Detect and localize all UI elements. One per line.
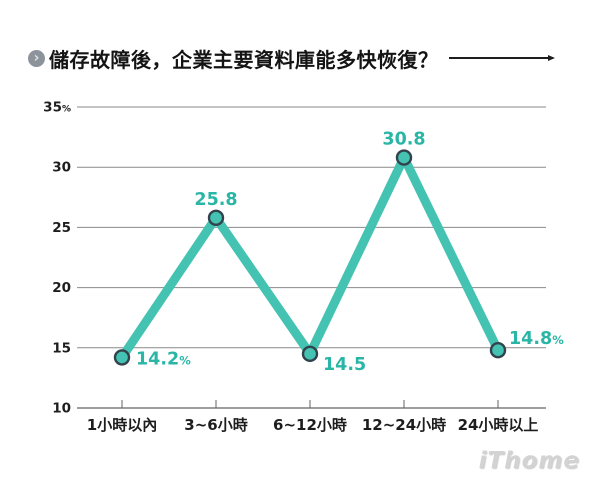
data-point-label: 14.8% <box>509 329 564 349</box>
title-arrow-line <box>448 54 555 61</box>
y-axis-label: 20 <box>52 280 71 296</box>
chart-header: › 儲存故障後，企業主要資料庫能多快恢復？ <box>28 44 555 72</box>
data-point-label: 14.5 <box>323 355 366 375</box>
data-point-label: 30.8 <box>382 130 425 150</box>
y-axis-label: 15 <box>52 340 71 356</box>
data-point <box>395 149 413 166</box>
y-axis-label: 25 <box>52 220 71 236</box>
data-point <box>301 345 319 363</box>
chart-title: 儲存故障後，企業主要資料庫能多快恢復？ <box>49 47 439 72</box>
data-line <box>117 153 503 362</box>
x-axis-label: 24小時以上 <box>458 416 539 434</box>
y-axis-label: 10 <box>52 401 71 417</box>
x-axis-label: 12~24小時 <box>362 416 446 434</box>
x-axis-label: 6~12小時 <box>273 416 347 434</box>
data-point <box>489 342 507 359</box>
chevron-circle-icon: › <box>28 49 45 67</box>
y-axis-label: 30 <box>52 160 71 176</box>
data-point <box>113 349 131 366</box>
data-point <box>207 209 225 226</box>
x-axis-label: 3~6小時 <box>184 416 247 434</box>
x-axis-label: 1小時以內 <box>87 416 157 434</box>
data-point-label: 14.2% <box>136 349 191 369</box>
y-axis-label: 35% <box>43 100 71 116</box>
data-point-label: 25.8 <box>194 190 237 210</box>
ithome-logo: iThome <box>478 448 580 474</box>
